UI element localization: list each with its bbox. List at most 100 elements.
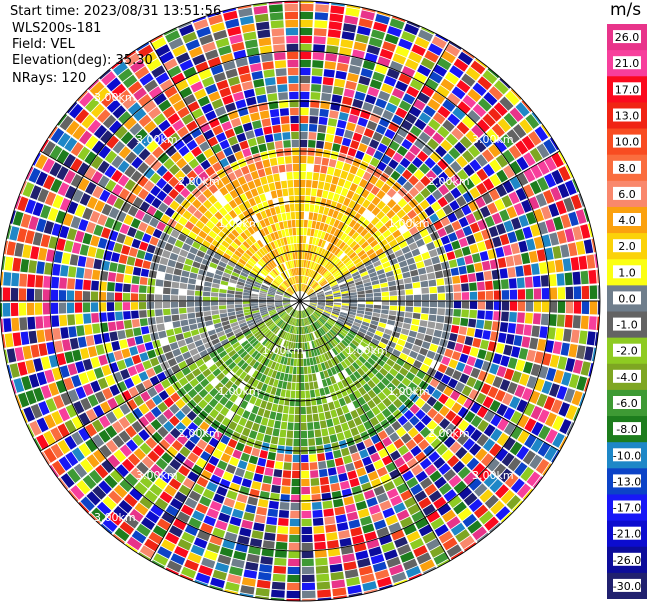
velocity-bin xyxy=(252,267,260,274)
velocity-bin xyxy=(372,243,382,252)
velocity-bin xyxy=(251,244,259,252)
velocity-bin xyxy=(435,145,447,158)
velocity-bin xyxy=(192,176,203,187)
velocity-bin xyxy=(94,391,106,404)
velocity-bin xyxy=(307,333,311,342)
velocity-bin xyxy=(509,312,517,323)
velocity-bin xyxy=(144,79,158,93)
velocity-bin xyxy=(338,529,351,539)
velocity-bin xyxy=(70,216,81,229)
velocity-bin xyxy=(91,103,105,118)
velocity-bin xyxy=(376,358,386,367)
velocity-bin xyxy=(119,521,135,535)
velocity-bin xyxy=(313,28,327,37)
velocity-bin xyxy=(331,338,339,346)
velocity-bin xyxy=(294,268,298,276)
velocity-bin xyxy=(415,451,427,463)
velocity-bin xyxy=(356,287,365,292)
velocity-bin xyxy=(355,150,365,160)
velocity-bin xyxy=(243,88,255,99)
velocity-bin xyxy=(169,525,183,538)
velocity-bin xyxy=(444,224,455,235)
velocity-bin xyxy=(514,384,526,398)
velocity-bin xyxy=(349,342,357,350)
velocity-bin xyxy=(134,230,145,241)
velocity-bin xyxy=(300,235,303,244)
velocity-bin xyxy=(438,482,452,496)
velocity-bin xyxy=(226,154,237,164)
velocity-bin xyxy=(241,268,250,275)
velocity-bin xyxy=(154,133,167,145)
velocity-bin xyxy=(408,187,419,198)
velocity-bin xyxy=(464,255,474,265)
velocity-bin xyxy=(355,500,368,511)
velocity-bin xyxy=(1,256,6,270)
velocity-bin xyxy=(307,306,314,312)
velocity-bin xyxy=(391,114,404,126)
velocity-bin xyxy=(145,399,156,410)
velocity-bin xyxy=(253,314,261,319)
velocity-bin xyxy=(275,277,282,284)
velocity-bin xyxy=(290,390,296,399)
velocity-bin xyxy=(331,311,340,316)
velocity-bin xyxy=(106,292,115,301)
velocity-bin xyxy=(511,217,522,230)
velocity-bin xyxy=(541,124,551,137)
velocity-bin xyxy=(165,145,177,157)
velocity-bin xyxy=(194,339,204,347)
velocity-bin xyxy=(182,458,195,470)
velocity-bin xyxy=(349,295,358,298)
velocity-bin xyxy=(182,428,193,439)
velocity-bin xyxy=(186,295,195,301)
velocity-bin xyxy=(277,289,284,294)
velocity-bin xyxy=(552,415,565,431)
velocity-bin xyxy=(163,308,171,316)
velocity-bin xyxy=(288,269,292,277)
velocity-bin xyxy=(350,427,360,437)
velocity-bin xyxy=(312,323,317,331)
velocity-bin xyxy=(355,347,364,355)
velocity-bin xyxy=(289,398,295,407)
velocity-bin xyxy=(353,336,362,344)
velocity-bin xyxy=(140,268,150,277)
velocity-bin xyxy=(114,292,123,301)
velocity-bin xyxy=(231,179,241,189)
velocity-bin xyxy=(224,236,233,245)
velocity-bin xyxy=(42,158,55,173)
velocity-bin xyxy=(364,349,373,357)
velocity-bin xyxy=(587,223,593,237)
velocity-bin xyxy=(333,294,341,298)
velocity-bin xyxy=(155,72,170,85)
velocity-bin xyxy=(71,447,85,462)
velocity-bin xyxy=(289,236,294,244)
velocity-bin xyxy=(320,165,328,174)
velocity-bin xyxy=(492,376,503,388)
velocity-bin xyxy=(355,334,364,341)
velocity-bin xyxy=(375,13,390,25)
velocity-bin xyxy=(62,339,72,352)
velocity-bin xyxy=(343,235,351,244)
velocity-bin xyxy=(88,469,103,484)
velocity-bin xyxy=(381,309,389,315)
velocity-bin xyxy=(256,344,264,352)
velocity-bin xyxy=(168,37,184,50)
velocity-bin xyxy=(305,287,311,294)
velocity-bin xyxy=(138,293,147,301)
azimuth-spoke xyxy=(299,40,451,302)
velocity-bin xyxy=(152,525,167,538)
velocity-bin xyxy=(281,486,291,494)
velocity-bin xyxy=(373,350,382,358)
velocity-bin xyxy=(258,37,272,47)
velocity-bin xyxy=(131,374,142,386)
velocity-bin xyxy=(269,310,277,315)
velocity-bin xyxy=(386,209,396,219)
velocity-bin xyxy=(95,87,110,102)
velocity-bin xyxy=(418,497,432,509)
velocity-bin xyxy=(321,379,328,387)
velocity-bin xyxy=(373,21,388,33)
velocity-bin xyxy=(300,83,310,92)
velocity-bin xyxy=(257,334,265,342)
velocity-bin xyxy=(356,284,364,289)
velocity-bin xyxy=(468,477,482,491)
velocity-bin xyxy=(405,236,415,245)
